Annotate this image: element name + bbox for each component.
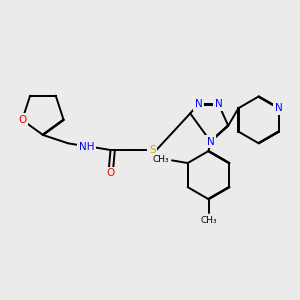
Text: N: N: [207, 136, 214, 146]
Text: O: O: [18, 115, 26, 125]
Text: S: S: [149, 145, 156, 155]
Text: CH₃: CH₃: [200, 216, 217, 225]
Text: NH: NH: [79, 142, 94, 152]
Text: CH₃: CH₃: [153, 155, 169, 164]
Text: N: N: [275, 103, 283, 113]
Text: O: O: [106, 168, 114, 178]
Text: N: N: [195, 99, 203, 109]
Text: N: N: [215, 99, 223, 109]
